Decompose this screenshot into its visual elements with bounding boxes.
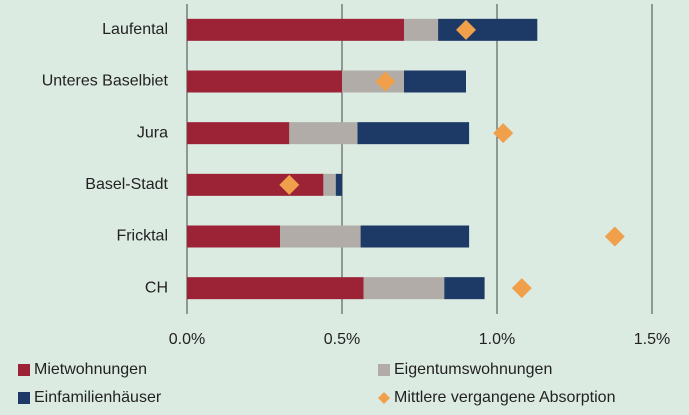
legend-label: Eigentumswohnungen	[394, 361, 552, 378]
bar-segment	[187, 18, 404, 41]
x-tick-label: 1.0%	[479, 331, 515, 348]
bar-segment	[187, 70, 342, 93]
y-tick-label: Laufental	[102, 21, 168, 38]
bar-segment	[363, 277, 445, 300]
diamond-marker	[511, 278, 532, 299]
legend-swatch	[378, 392, 390, 404]
diamond-marker	[375, 71, 396, 92]
bar-segment	[444, 277, 485, 300]
bar-segment	[357, 122, 470, 145]
x-tick-label: 0.5%	[324, 331, 360, 348]
bar-segment	[289, 122, 358, 145]
bar-segment	[280, 225, 361, 248]
bar-segment	[187, 277, 364, 300]
bar-segment	[335, 173, 342, 196]
bar-segment	[404, 70, 466, 93]
bar-segment	[360, 225, 470, 248]
legend-swatch	[18, 364, 30, 376]
diamond-marker	[493, 123, 514, 144]
legend-label: Mittlere vergangene Absorption	[394, 389, 615, 406]
diamond-marker	[604, 226, 625, 247]
y-tick-label: Fricktal	[116, 228, 168, 245]
bar-segment	[187, 173, 324, 196]
x-tick-label: 1.5%	[634, 331, 670, 348]
x-tick-label: 0.0%	[169, 331, 205, 348]
bar-segment	[187, 225, 280, 248]
legend-swatch	[18, 392, 30, 404]
diamond-marker	[456, 19, 476, 40]
diamond-marker	[279, 174, 300, 195]
y-tick-label: Unteres Baselbiet	[42, 73, 169, 90]
bar-segment	[404, 18, 439, 41]
legend-label: Einfamilienhäuser	[34, 389, 162, 406]
bar-segment	[323, 173, 336, 196]
bar-segment	[438, 18, 538, 41]
y-tick-label: Jura	[137, 124, 168, 141]
legend-label: Mietwohnungen	[34, 361, 147, 378]
y-tick-label: Basel-Stadt	[85, 176, 168, 193]
y-tick-label: CH	[145, 279, 168, 296]
legend-swatch	[378, 364, 390, 376]
bar-segment	[187, 122, 290, 145]
